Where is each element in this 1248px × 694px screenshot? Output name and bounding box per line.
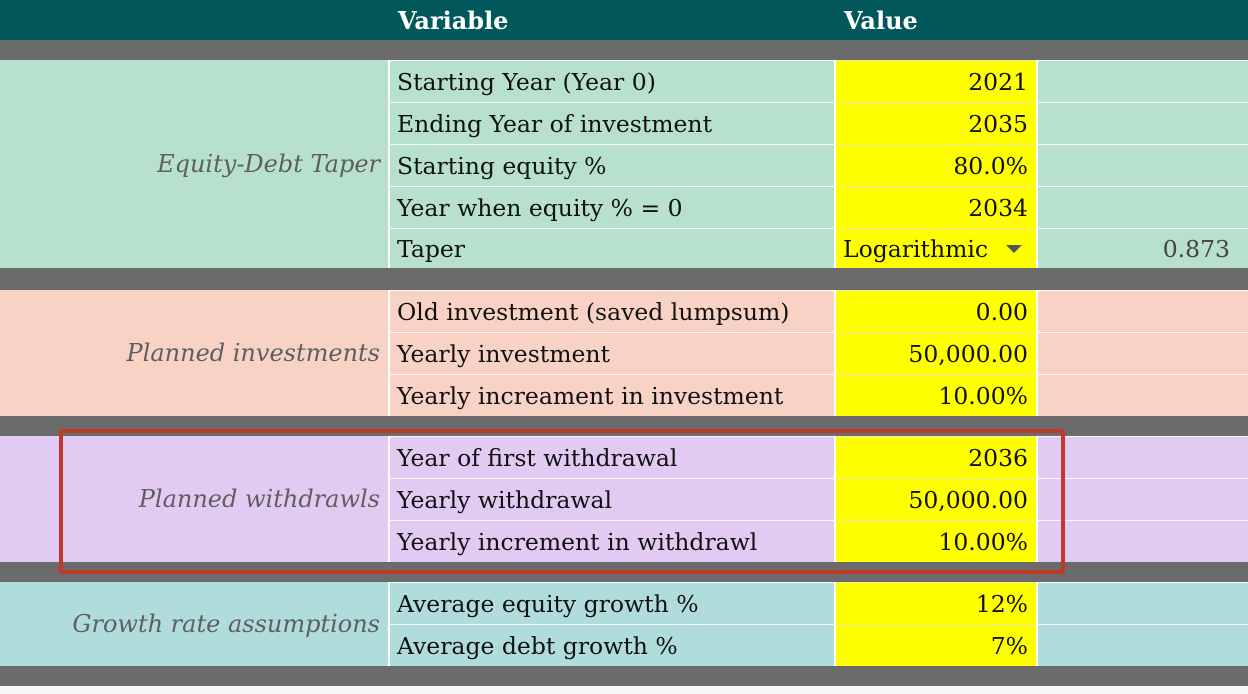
extra-cell[interactable] — [1036, 436, 1248, 478]
row-label-old-investment[interactable]: Old investment (saved lumpsum) — [390, 290, 836, 332]
group-label-planned-withdrawals[interactable]: Planned withdrawls — [0, 436, 390, 562]
value-first-withdrawal-year[interactable]: 2036 — [836, 436, 1036, 478]
extra-cell[interactable] — [1036, 374, 1248, 416]
value-debt-growth[interactable]: 7% — [836, 624, 1036, 666]
extra-cell[interactable] — [1036, 290, 1248, 332]
row-label-yearly-increment-withdrawal[interactable]: Yearly increment in withdrawl — [390, 520, 836, 562]
extra-cell[interactable] — [1036, 332, 1248, 374]
value-starting-year[interactable]: 2021 — [836, 60, 1036, 102]
value-ending-year[interactable]: 2035 — [836, 102, 1036, 144]
separator-row — [0, 268, 1248, 290]
value-starting-equity[interactable]: 80.0% — [836, 144, 1036, 186]
value-yearly-increment-investment[interactable]: 10.00% — [836, 374, 1036, 416]
row-label-equity-growth[interactable]: Average equity growth % — [390, 582, 836, 624]
extra-cell[interactable] — [1036, 624, 1248, 666]
extra-cell[interactable] — [1036, 144, 1248, 186]
group-label-growth-rate-assumptions[interactable]: Growth rate assumptions — [0, 582, 390, 666]
row-label-first-withdrawal-year[interactable]: Year of first withdrawal — [390, 436, 836, 478]
value-yearly-withdrawal[interactable]: 50,000.00 — [836, 478, 1036, 520]
row-label-year-equity-zero[interactable]: Year when equity % = 0 — [390, 186, 836, 228]
extra-cell[interactable] — [1036, 186, 1248, 228]
row-label-yearly-withdrawal[interactable]: Yearly withdrawal — [390, 478, 836, 520]
group-label-equity-debt-taper[interactable]: Equity-Debt Taper — [0, 60, 390, 268]
row-label-yearly-increment-investment[interactable]: Yearly increament in investment — [390, 374, 836, 416]
extra-cell[interactable] — [1036, 102, 1248, 144]
taper-coefficient[interactable]: 0.873 — [1036, 228, 1248, 268]
extra-cell[interactable] — [1036, 478, 1248, 520]
value-old-investment[interactable]: 0.00 — [836, 290, 1036, 332]
separator-row — [0, 562, 1248, 582]
row-label-yearly-investment[interactable]: Yearly investment — [390, 332, 836, 374]
row-label-starting-year[interactable]: Starting Year (Year 0) — [390, 60, 836, 102]
value-yearly-investment[interactable]: 50,000.00 — [836, 332, 1036, 374]
value-equity-growth[interactable]: 12% — [836, 582, 1036, 624]
separator-row — [0, 416, 1248, 436]
blank-row[interactable] — [0, 686, 1248, 694]
separator-row — [0, 40, 1248, 60]
extra-cell[interactable] — [1036, 60, 1248, 102]
extra-cell[interactable] — [1036, 520, 1248, 562]
row-label-taper[interactable]: Taper — [390, 228, 836, 268]
separator-row — [0, 666, 1248, 686]
group-label-planned-investments[interactable]: Planned investments — [0, 290, 390, 416]
taper-dropdown[interactable]: Logarithmic — [836, 228, 1036, 268]
value-yearly-increment-withdrawal[interactable]: 10.00% — [836, 520, 1036, 562]
taper-dropdown-value: Logarithmic — [843, 234, 989, 263]
row-label-starting-equity[interactable]: Starting equity % — [390, 144, 836, 186]
header-blank-cell[interactable] — [0, 0, 390, 40]
row-label-ending-year[interactable]: Ending Year of investment — [390, 102, 836, 144]
extra-cell[interactable] — [1036, 582, 1248, 624]
header-variable[interactable]: Variable — [390, 0, 836, 40]
row-label-debt-growth[interactable]: Average debt growth % — [390, 624, 836, 666]
value-year-equity-zero[interactable]: 2034 — [836, 186, 1036, 228]
header-value[interactable]: Value — [836, 0, 1248, 40]
dropdown-arrow-icon[interactable] — [1006, 244, 1022, 253]
